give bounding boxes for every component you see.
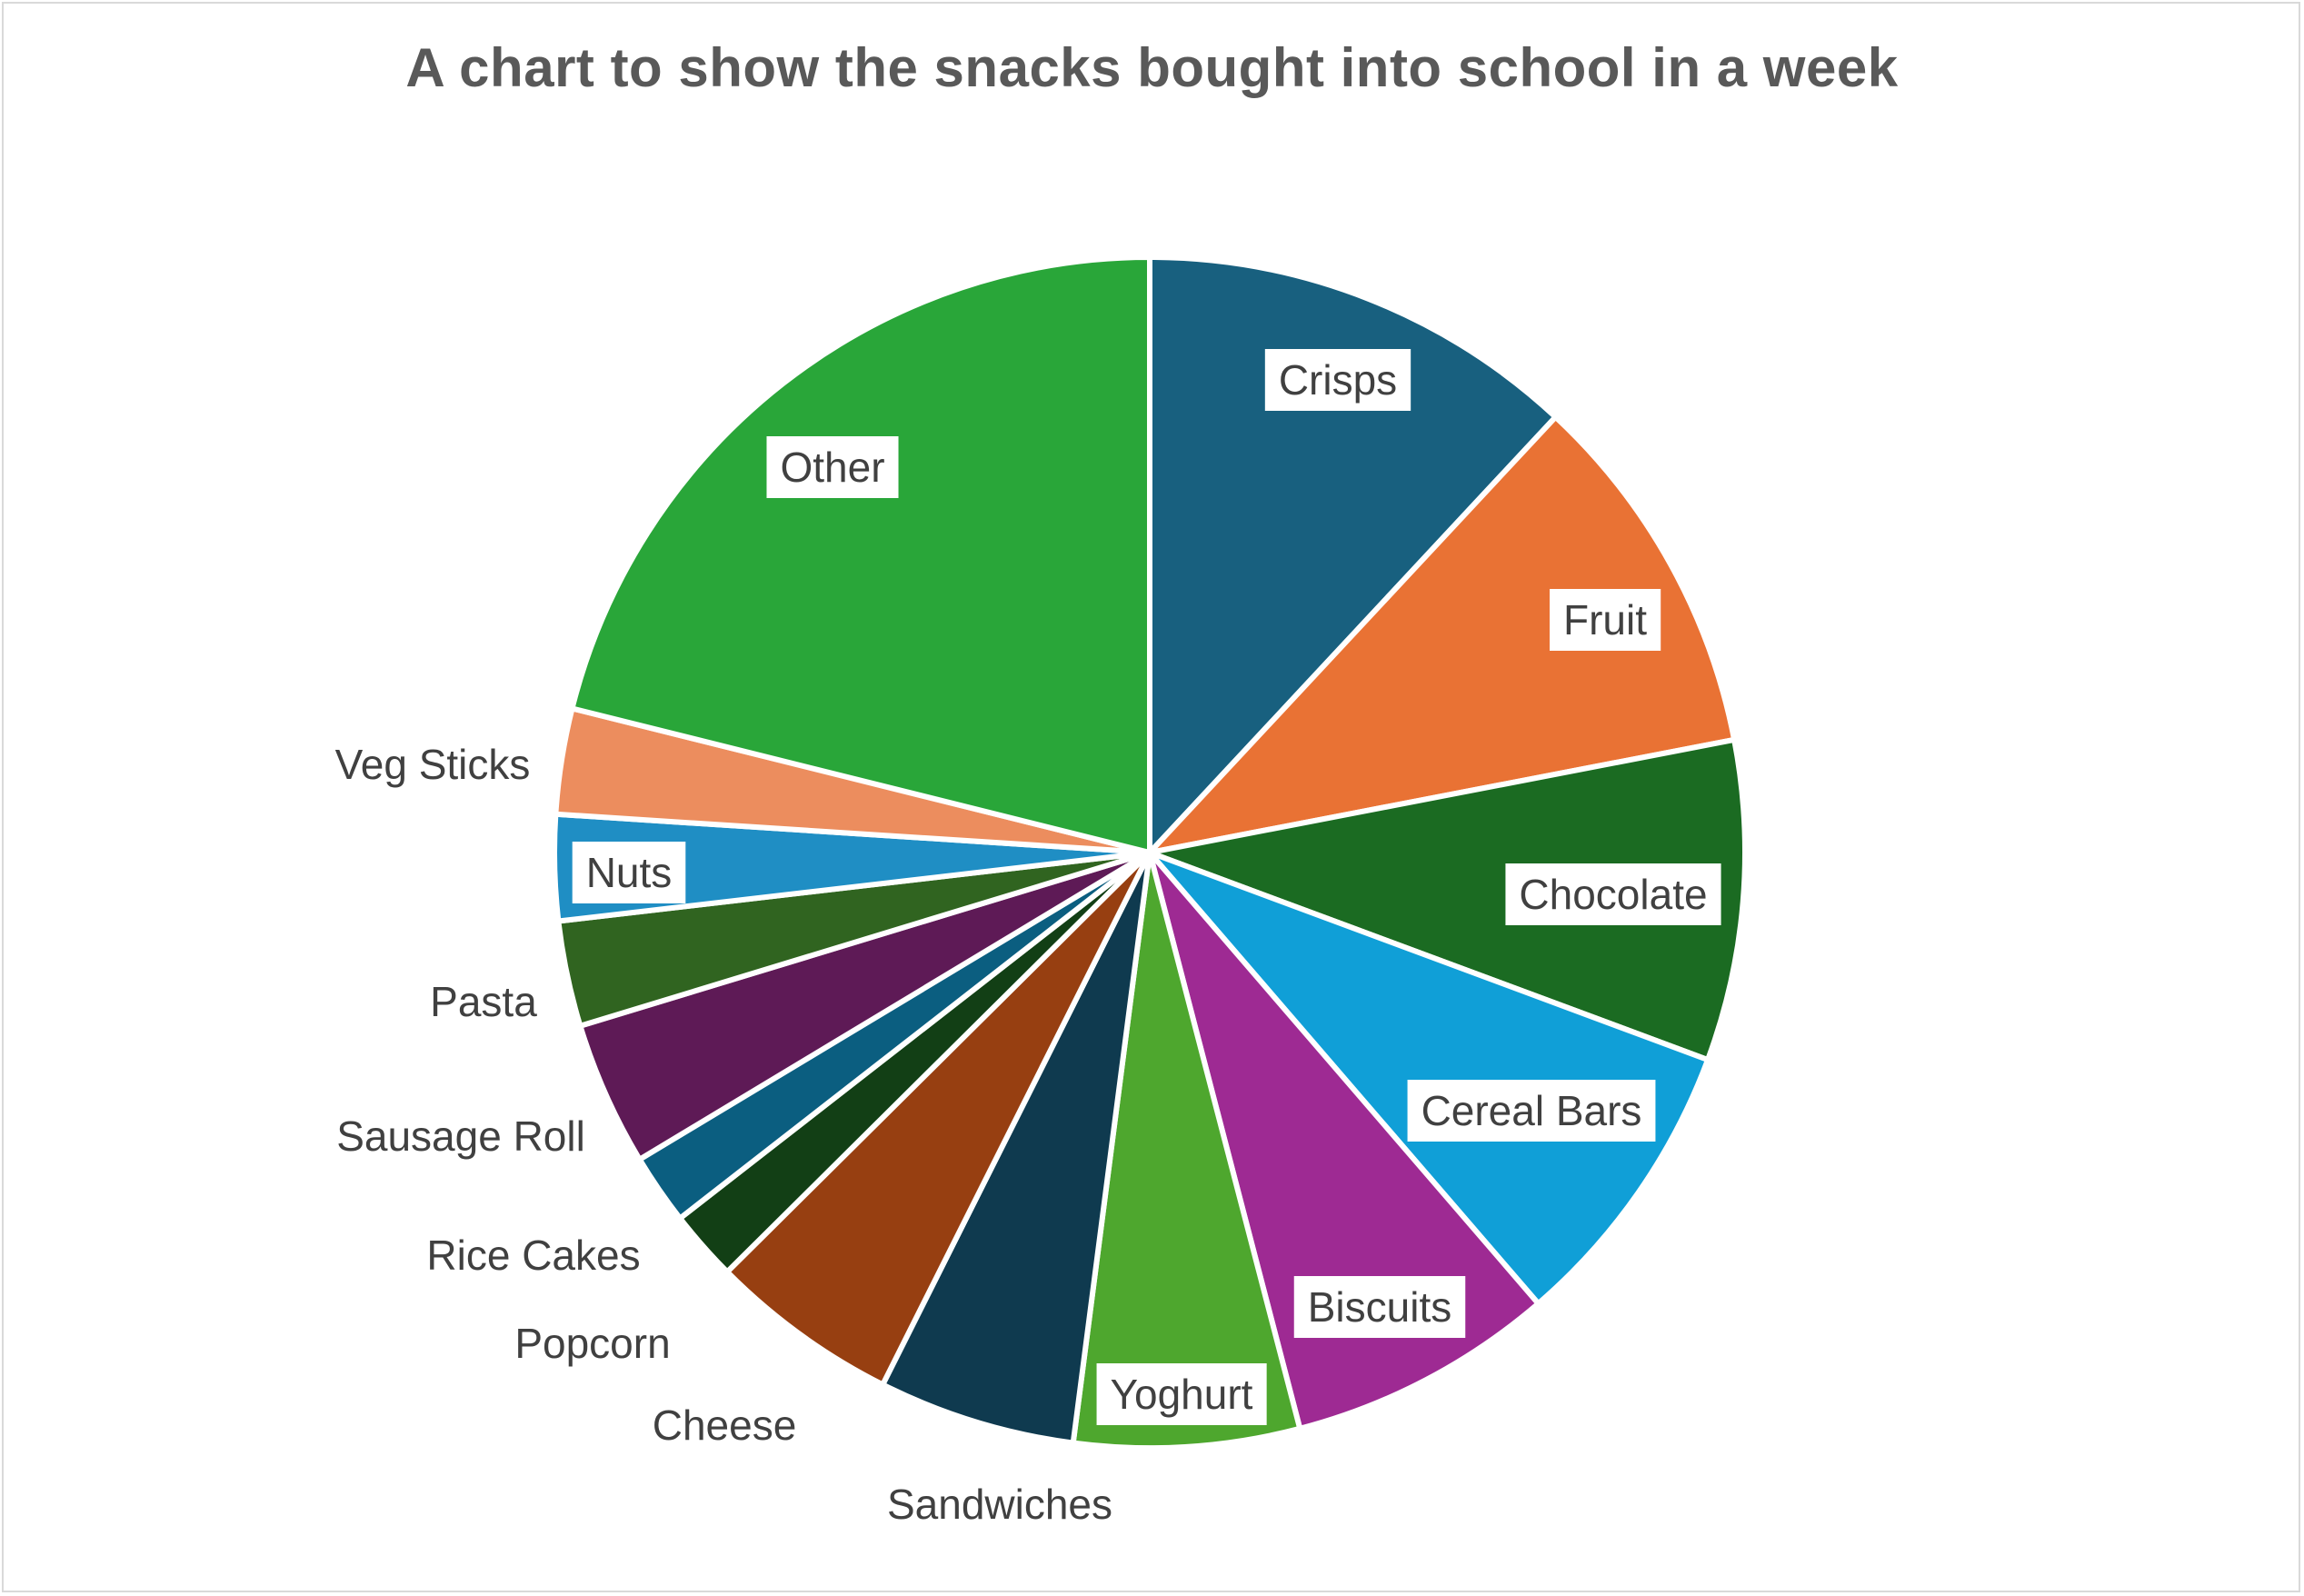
pie-slice-cheese: [724, 850, 1152, 1388]
data-label-box: [766, 436, 899, 498]
data-label-box: [1096, 1363, 1267, 1425]
data-label-text: Fruit: [1563, 596, 1647, 643]
data-label-text: Pasta: [430, 978, 537, 1025]
data-label-text: Veg Sticks: [335, 741, 531, 788]
data-label-nuts: Nuts: [572, 842, 686, 903]
data-label-box: [1407, 1080, 1656, 1142]
pie-slice-other: [569, 254, 1152, 855]
data-label-box: [572, 842, 686, 903]
data-label-popcorn: Popcorn: [514, 1320, 670, 1367]
data-label-pasta: Pasta: [430, 978, 537, 1025]
data-label-text: Yoghurt: [1111, 1371, 1253, 1418]
data-label-veg-sticks: Veg Sticks: [335, 741, 531, 788]
data-label-box: [1550, 589, 1661, 651]
data-label-yoghurt: Yoghurt: [1096, 1363, 1267, 1425]
pie-slices: [552, 254, 1749, 1451]
pie-slice-cereal-bars: [1147, 850, 1711, 1307]
data-label-biscuits: Biscuits: [1293, 1276, 1466, 1338]
pie-labels: Crisps Fruit Chocolate Cereal Bars Biscuits Y…: [335, 349, 1721, 1528]
data-label-sandwiches: Sandwiches: [887, 1481, 1112, 1528]
data-label-cheese: Cheese: [653, 1401, 797, 1449]
data-label-text: Cereal Bars: [1421, 1087, 1642, 1134]
data-label-fruit: Fruit: [1550, 589, 1661, 651]
chart-title: A chart to show the snacks bought into s…: [405, 37, 1899, 98]
pie-slice-sandwiches: [880, 850, 1152, 1446]
data-label-text: Biscuits: [1308, 1283, 1451, 1331]
data-label-text: Nuts: [586, 849, 673, 896]
data-label-rice-cakes: Rice Cakes: [426, 1232, 640, 1279]
data-label-text: Crisps: [1279, 356, 1397, 404]
pie-slice-yoghurt: [1070, 850, 1303, 1451]
pie-slice-fruit: [1147, 414, 1738, 855]
data-label-text: Sausage Roll: [336, 1112, 585, 1160]
data-label-other: Other: [766, 436, 899, 498]
data-label-box: [1264, 349, 1411, 411]
data-label-cereal-bars: Cereal Bars: [1407, 1080, 1656, 1142]
data-label-box: [1505, 863, 1721, 925]
pie-slice-chocolate: [1147, 736, 1749, 1063]
data-label-box: [1293, 1276, 1466, 1338]
data-label-text: Chocolate: [1519, 871, 1707, 918]
data-label-crisps: Crisps: [1264, 349, 1411, 411]
data-label-text: Other: [780, 444, 884, 491]
data-label-chocolate: Chocolate: [1505, 863, 1721, 925]
data-label-text: Cheese: [653, 1401, 797, 1449]
data-label-text: Rice Cakes: [426, 1232, 640, 1279]
data-label-text: Popcorn: [514, 1320, 670, 1367]
pie-slice-crisps: [1147, 254, 1559, 855]
data-label-sausage-roll: Sausage Roll: [336, 1112, 585, 1160]
data-label-text: Sandwiches: [887, 1481, 1112, 1528]
